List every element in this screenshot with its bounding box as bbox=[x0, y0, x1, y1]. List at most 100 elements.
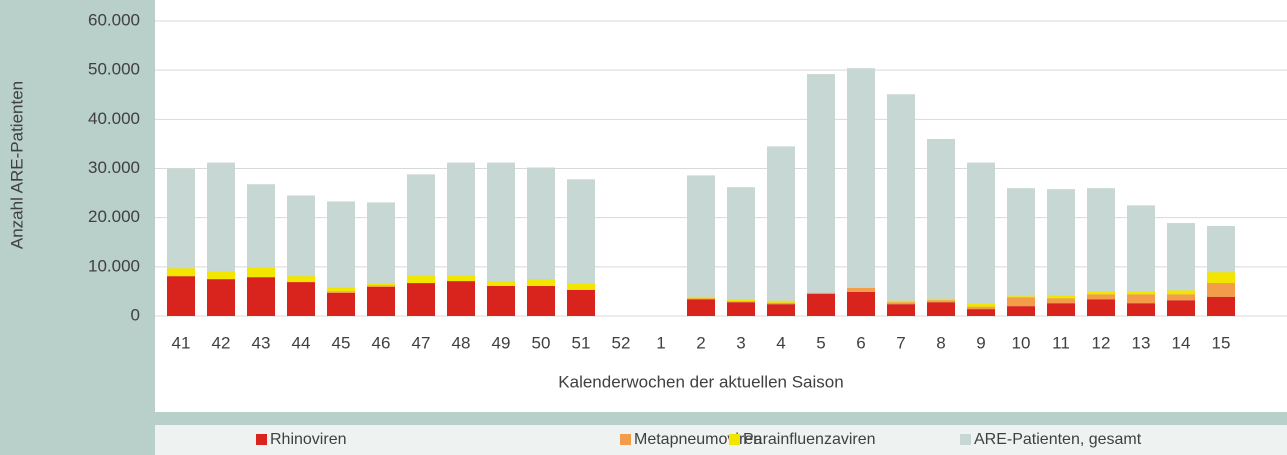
y-tick-label: 10.000 bbox=[88, 256, 140, 275]
bar bbox=[887, 304, 915, 316]
bar bbox=[487, 286, 515, 316]
bar bbox=[1007, 297, 1035, 307]
bar bbox=[727, 302, 755, 316]
bar bbox=[927, 300, 955, 303]
x-tick-label: 47 bbox=[412, 333, 431, 352]
bar bbox=[327, 291, 355, 293]
x-tick-label: 9 bbox=[976, 333, 985, 352]
legend-swatch bbox=[256, 434, 267, 445]
bar bbox=[927, 298, 955, 301]
x-tick-label: 51 bbox=[572, 333, 591, 352]
bar bbox=[727, 187, 755, 316]
bar bbox=[287, 282, 315, 316]
plot-area bbox=[155, 0, 1287, 412]
bar bbox=[687, 296, 715, 299]
x-tick-label: 11 bbox=[1052, 333, 1070, 352]
bar bbox=[847, 286, 875, 288]
x-axis-label: Kalenderwochen der aktuellen Saison bbox=[558, 372, 843, 391]
bar bbox=[1087, 299, 1115, 316]
bar bbox=[367, 283, 395, 286]
bar bbox=[1167, 300, 1195, 316]
x-tick-label: 46 bbox=[372, 333, 391, 352]
x-tick-label: 2 bbox=[696, 333, 705, 352]
bar bbox=[767, 300, 795, 303]
bar bbox=[1007, 306, 1035, 316]
x-tick-label: 14 bbox=[1172, 333, 1191, 352]
x-tick-label: 12 bbox=[1092, 333, 1111, 352]
y-tick-label: 20.000 bbox=[88, 207, 140, 226]
bar bbox=[967, 309, 995, 316]
bar bbox=[167, 276, 195, 316]
bar bbox=[807, 292, 835, 294]
legend-label: ARE-Patienten, gesamt bbox=[974, 431, 1142, 448]
bar bbox=[1087, 291, 1115, 295]
bar bbox=[527, 279, 555, 287]
bar bbox=[527, 286, 555, 316]
bar bbox=[887, 300, 915, 303]
bar bbox=[807, 74, 835, 316]
bar bbox=[687, 298, 715, 300]
bar bbox=[447, 281, 475, 316]
x-tick-label: 13 bbox=[1132, 333, 1151, 352]
bar bbox=[807, 293, 835, 316]
bar bbox=[847, 287, 875, 292]
bar bbox=[447, 275, 475, 282]
bar bbox=[1047, 189, 1075, 316]
bar bbox=[287, 276, 315, 283]
bar bbox=[1047, 298, 1075, 304]
y-tick-label: 30.000 bbox=[88, 158, 140, 177]
x-tick-label: 49 bbox=[492, 333, 511, 352]
legend-swatch bbox=[960, 434, 971, 445]
bar bbox=[927, 302, 955, 316]
bar bbox=[1207, 283, 1235, 297]
bar bbox=[1047, 295, 1075, 299]
bar bbox=[207, 271, 235, 280]
x-tick-label: 1 bbox=[656, 333, 665, 352]
legend-label: Rhinoviren bbox=[270, 431, 346, 448]
bar bbox=[327, 287, 355, 292]
x-tick-label: 8 bbox=[936, 333, 945, 352]
bar bbox=[1127, 294, 1155, 304]
bar bbox=[887, 94, 915, 316]
y-tick-label: 40.000 bbox=[88, 109, 140, 128]
x-tick-label: 6 bbox=[856, 333, 865, 352]
bar bbox=[487, 281, 515, 287]
bar bbox=[1167, 294, 1195, 301]
legend-swatch bbox=[729, 434, 740, 445]
y-axis-label: Anzahl ARE-Patienten bbox=[7, 81, 26, 249]
bar bbox=[687, 175, 715, 316]
bar bbox=[1167, 290, 1195, 295]
bar bbox=[727, 299, 755, 302]
bar bbox=[327, 292, 355, 316]
bar bbox=[1007, 188, 1035, 316]
bar bbox=[407, 275, 435, 284]
bar bbox=[1207, 272, 1235, 284]
bar bbox=[367, 285, 395, 287]
x-tick-label: 15 bbox=[1212, 333, 1231, 352]
legend-box bbox=[155, 425, 1287, 455]
bar bbox=[207, 279, 235, 316]
x-tick-label: 48 bbox=[452, 333, 471, 352]
bar bbox=[847, 68, 875, 316]
bar bbox=[247, 267, 275, 278]
bar bbox=[1127, 291, 1155, 295]
bar bbox=[1007, 296, 1035, 298]
x-tick-label: 3 bbox=[736, 333, 745, 352]
x-tick-label: 4 bbox=[776, 333, 785, 352]
legend-label: Parainfluenzaviren bbox=[743, 431, 876, 448]
bar bbox=[1127, 303, 1155, 316]
bar bbox=[1087, 294, 1115, 300]
bar bbox=[567, 283, 595, 290]
x-tick-label: 43 bbox=[252, 333, 271, 352]
x-tick-label: 41 bbox=[172, 333, 191, 352]
bar bbox=[727, 301, 755, 303]
bar bbox=[367, 286, 395, 316]
legend-swatch bbox=[620, 434, 631, 445]
x-tick-label: 45 bbox=[332, 333, 351, 352]
x-tick-label: 5 bbox=[816, 333, 825, 352]
bar bbox=[767, 146, 795, 316]
bar bbox=[767, 302, 795, 305]
x-tick-label: 50 bbox=[532, 333, 551, 352]
bar bbox=[927, 139, 955, 316]
